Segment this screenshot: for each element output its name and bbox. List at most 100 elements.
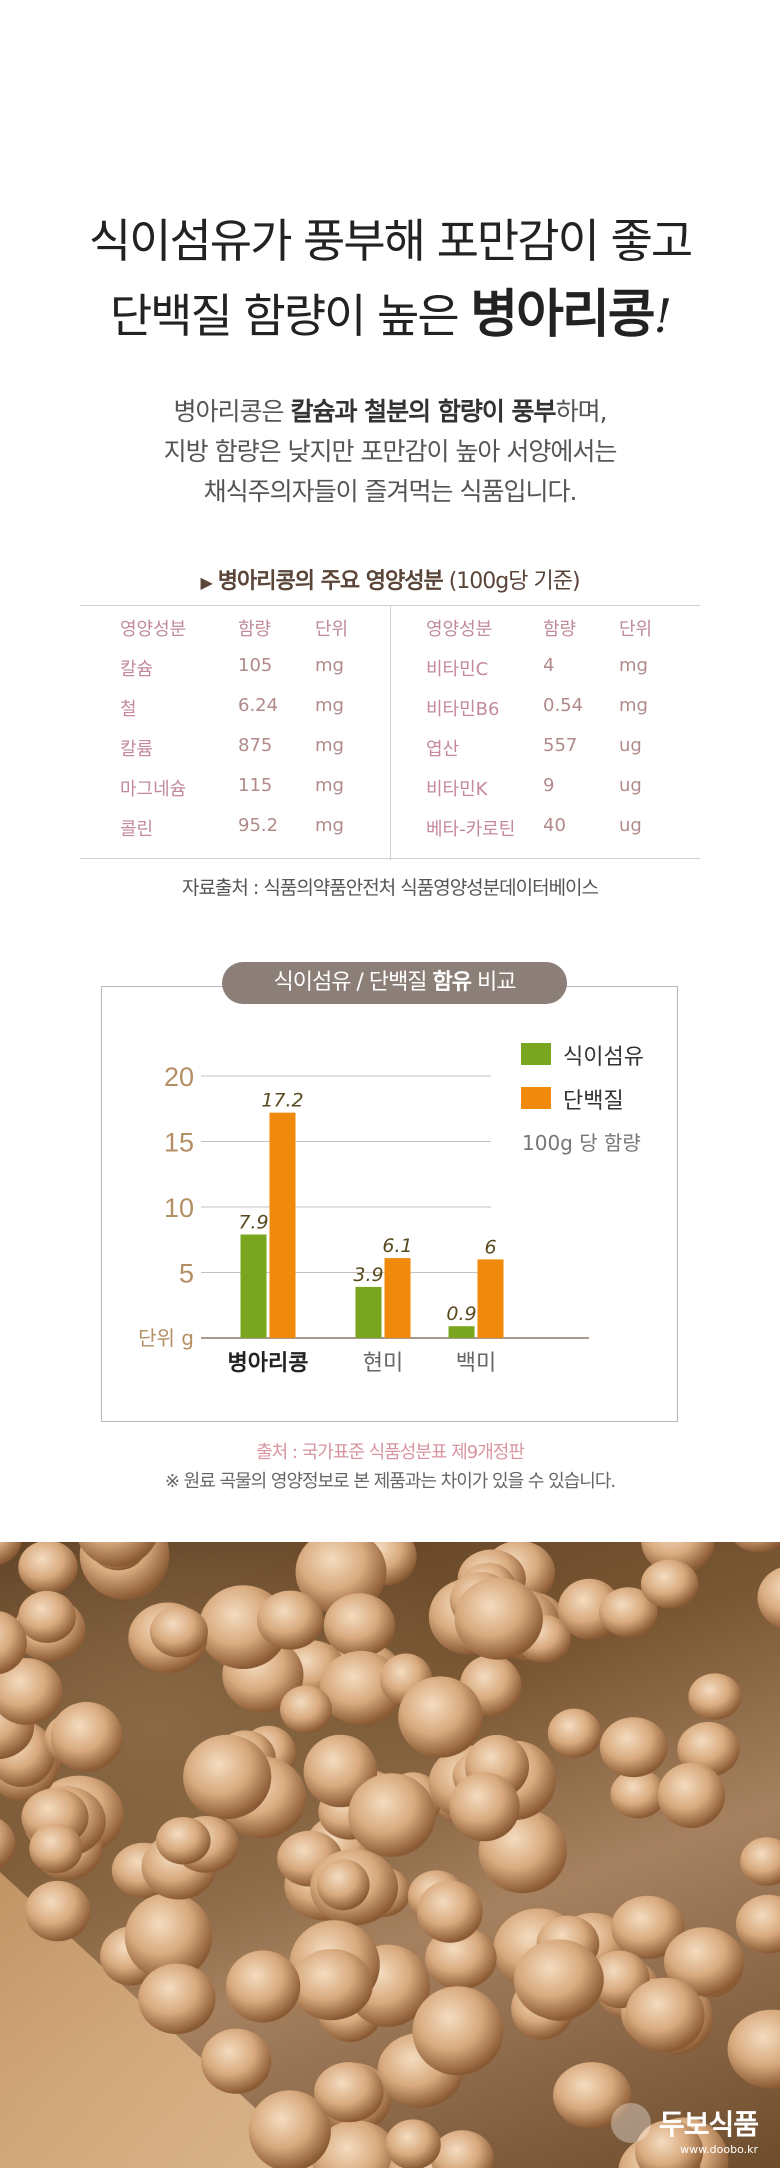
chickpea bbox=[0, 1818, 16, 1869]
chickpea bbox=[412, 1986, 504, 2076]
chart-title-pill: 식이섬유 / 단백질 함유 비교 bbox=[222, 962, 567, 1004]
nutrient-amount: 875 bbox=[238, 735, 273, 756]
chickpea bbox=[314, 2062, 384, 2123]
table-row: 베타-카로틴 40 ug bbox=[391, 806, 701, 846]
category-label: 현미 bbox=[363, 1351, 403, 1376]
headline-line-1: 식이섬유가 풍부해 포만감이 좋고 bbox=[88, 214, 693, 268]
nutrient-unit: ug bbox=[619, 775, 642, 796]
intro-line-1-a: 병아리콩은 bbox=[173, 397, 291, 426]
nutrition-table-title-rest: (100g당 기준) bbox=[442, 569, 581, 594]
nutrient-name: 철 bbox=[120, 699, 137, 720]
nutrient-unit: ug bbox=[619, 815, 642, 836]
bar bbox=[269, 1112, 296, 1338]
legend-swatch-protein bbox=[521, 1087, 551, 1109]
y-tick-label: 10 bbox=[164, 1193, 194, 1223]
chickpea bbox=[0, 1542, 22, 1565]
nutrient-name: 칼슘 bbox=[120, 659, 154, 680]
table-row: 칼륨 875 mg bbox=[80, 726, 390, 766]
y-unit-label: 단위 g bbox=[138, 1326, 194, 1350]
nutrition-table-title: ▶ 병아리콩의 주요 영양성분 (100g당 기준) bbox=[0, 563, 780, 595]
legend-label-fiber: 식이섬유 bbox=[563, 1045, 644, 1070]
brand-url: www.doobo.kr bbox=[680, 2143, 758, 2156]
nutrient-unit: mg bbox=[619, 695, 648, 716]
nutrition-table-left-column: 영양성분 함량 단위 칼슘 105 mg 철 6.24 mg 칼륨 875 mg… bbox=[80, 606, 390, 860]
chickpea bbox=[625, 1977, 705, 2053]
chickpea bbox=[29, 1823, 83, 1874]
headline-line-2-text: 단백질 함량이 높은 bbox=[109, 289, 471, 343]
nutrient-amount: 95.2 bbox=[238, 815, 279, 836]
header-amount: 함량 bbox=[543, 619, 577, 640]
nutrient-name: 비타민K bbox=[426, 779, 488, 800]
category-label: 병아리콩 bbox=[228, 1351, 309, 1376]
nutrient-amount: 105 bbox=[238, 655, 273, 676]
nutrient-unit: ug bbox=[619, 735, 642, 756]
chickpea bbox=[688, 1673, 742, 1720]
chickpea bbox=[248, 2090, 331, 2168]
chickpea bbox=[425, 1927, 497, 1990]
chickpea bbox=[138, 1963, 216, 2034]
table-row: 비타민C 4 mg bbox=[391, 646, 701, 686]
chickpea bbox=[735, 1894, 780, 1954]
chickpea bbox=[513, 1939, 604, 2020]
header-unit: 단위 bbox=[619, 619, 653, 640]
brand-name: 두보식품 bbox=[658, 2108, 759, 2141]
chickpeas-illustration bbox=[0, 1542, 780, 2168]
headline-exclamation: ! bbox=[653, 289, 672, 343]
triangle-right-icon: ▶ bbox=[200, 573, 212, 592]
table-row: 칼슘 105 mg bbox=[80, 646, 390, 686]
nutrient-unit: mg bbox=[619, 655, 648, 676]
bar-value-label: 6 bbox=[484, 1236, 496, 1258]
nutrient-unit: mg bbox=[315, 655, 344, 676]
nutrient-amount: 4 bbox=[543, 655, 555, 676]
legend-label-protein: 단백질 bbox=[563, 1089, 624, 1114]
nutrient-name: 엽산 bbox=[426, 739, 460, 760]
chickpea bbox=[740, 1837, 780, 1886]
chickpeas-photo: 두보식품 www.doobo.kr bbox=[0, 1542, 780, 2168]
headline-product-name: 병아리콩 bbox=[470, 285, 655, 345]
chickpea bbox=[201, 2028, 272, 2094]
nutrient-unit: mg bbox=[315, 735, 344, 756]
chickpea bbox=[385, 2119, 441, 2168]
bar bbox=[355, 1286, 382, 1338]
nutrient-amount: 115 bbox=[238, 775, 273, 796]
bar-value-label: 6.1 bbox=[382, 1235, 412, 1257]
chickpea bbox=[547, 1708, 602, 1758]
chickpea bbox=[257, 1590, 324, 1650]
chickpea bbox=[290, 1949, 373, 2021]
bar-value-label: 17.2 bbox=[261, 1090, 303, 1112]
chickpea bbox=[398, 1676, 483, 1758]
chickpea bbox=[225, 1950, 301, 2023]
nutrient-unit: mg bbox=[315, 775, 344, 796]
bar bbox=[384, 1258, 411, 1338]
chart-title-part-3: 비교 bbox=[471, 970, 517, 995]
chickpea bbox=[25, 1880, 91, 1942]
chickpea bbox=[553, 2062, 632, 2129]
chickpea bbox=[610, 1769, 666, 1819]
brand-watermark: 두보식품 www.doobo.kr bbox=[610, 2103, 759, 2156]
nutrition-table-title-bold: 병아리콩의 주요 영양성분 bbox=[217, 569, 444, 594]
bar-value-label: 3.9 bbox=[353, 1264, 383, 1286]
nutrient-amount: 557 bbox=[543, 735, 578, 756]
intro-line-1-c: 하며, bbox=[555, 397, 608, 426]
table-row: 마그네슘 115 mg bbox=[80, 766, 390, 806]
y-tick-label: 5 bbox=[179, 1259, 194, 1289]
chickpea bbox=[416, 1880, 483, 1943]
chickpea bbox=[454, 1577, 543, 1660]
chart-title-part-2: 함유 bbox=[432, 970, 472, 995]
chickpea bbox=[635, 2120, 704, 2168]
table-row: 철 6.24 mg bbox=[80, 686, 390, 726]
table-row: 엽산 557 ug bbox=[391, 726, 701, 766]
chickpea bbox=[611, 1895, 685, 1959]
bar bbox=[448, 1326, 475, 1338]
table-row: 콜린 95.2 mg bbox=[80, 806, 390, 846]
nutrient-name: 베타-카로틴 bbox=[426, 819, 516, 840]
table-header-row: 영양성분 함량 단위 bbox=[391, 606, 701, 646]
table-row: 비타민K 9 ug bbox=[391, 766, 701, 806]
chart-title-part-1: 식이섬유 / 단백질 bbox=[273, 970, 433, 995]
intro-line-1: 병아리콩은 칼슘과 철분의 함량이 풍부하며, bbox=[0, 392, 780, 428]
nutrient-name: 비타민C bbox=[426, 659, 489, 680]
nutrient-name: 마그네슘 bbox=[120, 779, 187, 800]
header-unit: 단위 bbox=[315, 619, 349, 640]
header-amount: 함량 bbox=[238, 619, 272, 640]
nutrient-amount: 0.54 bbox=[543, 695, 584, 716]
